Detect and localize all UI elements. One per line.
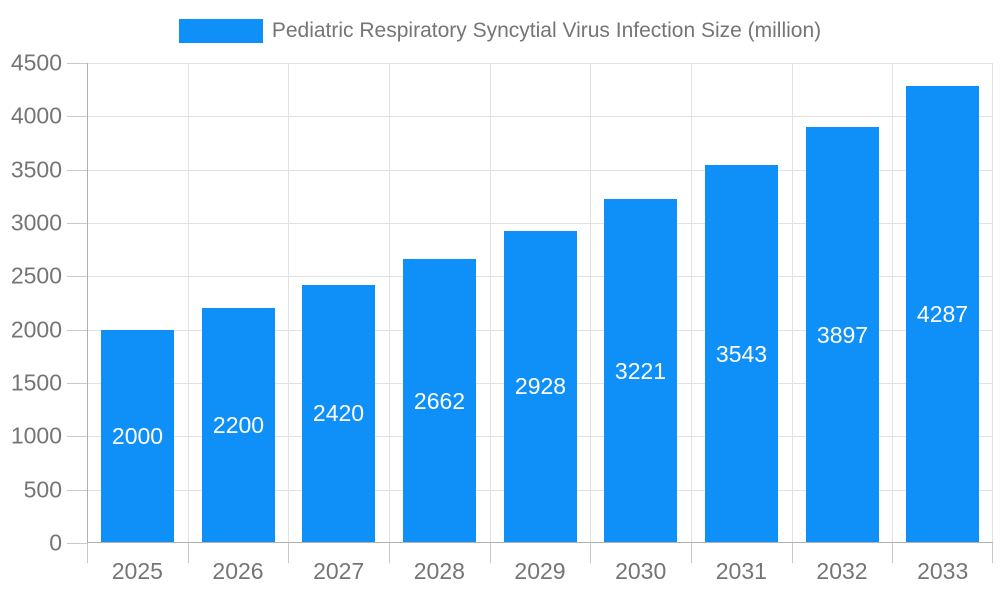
x-axis-label: 2027 bbox=[313, 558, 365, 584]
x-axis-tick bbox=[187, 543, 189, 563]
x-axis-tick bbox=[691, 543, 692, 563]
y-axis-tick bbox=[67, 116, 87, 118]
y-axis-tick bbox=[67, 329, 87, 331]
x-gridline bbox=[489, 63, 491, 543]
y-axis-tick bbox=[67, 383, 87, 384]
x-gridline bbox=[288, 63, 290, 543]
x-axis-label: 2025 bbox=[111, 558, 163, 584]
x-axis-tick bbox=[389, 543, 390, 563]
y-axis-label: 4000 bbox=[10, 102, 62, 129]
bar[interactable]: 3897 bbox=[806, 127, 879, 543]
y-axis-label: 2500 bbox=[10, 262, 62, 289]
bar-value-label: 2928 bbox=[514, 373, 567, 400]
x-axis-label: 2026 bbox=[212, 558, 264, 584]
y-axis-tick bbox=[67, 63, 87, 64]
plot-area: 0 500 1000 1500 2000 2500 3000 3500 4000 4500 2025… bbox=[11, 51, 993, 583]
y-gridline bbox=[87, 169, 993, 171]
bar[interactable]: 2662 bbox=[403, 259, 476, 543]
y-axis-line bbox=[87, 63, 88, 543]
y-axis-tick bbox=[67, 276, 87, 278]
bar-value-label: 4287 bbox=[916, 300, 969, 327]
bar[interactable]: 2200 bbox=[202, 308, 275, 543]
x-axis-line bbox=[87, 542, 993, 543]
x-axis-tick bbox=[992, 543, 993, 563]
x-axis-label: 2032 bbox=[816, 558, 868, 584]
x-axis-tick bbox=[87, 543, 88, 563]
y-axis-label: 500 bbox=[23, 476, 62, 503]
legend-label: Pediatric Respiratory Syncytial Virus In… bbox=[271, 19, 822, 42]
y-gridline bbox=[87, 63, 993, 64]
y-gridline bbox=[87, 223, 993, 224]
x-gridline bbox=[187, 63, 189, 543]
y-axis-label: 3000 bbox=[10, 209, 62, 236]
y-axis-label: 4500 bbox=[10, 49, 62, 76]
bar-value-label: 3221 bbox=[614, 357, 667, 384]
bar[interactable]: 4287 bbox=[906, 85, 979, 543]
x-axis-label: 2028 bbox=[413, 558, 465, 584]
y-axis-label: 2000 bbox=[10, 316, 62, 343]
x-gridline bbox=[892, 63, 894, 543]
bar-value-label: 2200 bbox=[212, 412, 265, 439]
y-axis-label: 1000 bbox=[10, 422, 62, 449]
x-axis-tick bbox=[791, 543, 793, 563]
bar[interactable]: 2928 bbox=[504, 230, 577, 543]
x-gridline bbox=[992, 63, 993, 543]
x-gridline bbox=[791, 63, 793, 543]
x-gridline bbox=[389, 63, 390, 543]
x-axis-label: 2030 bbox=[615, 558, 667, 584]
x-axis-tick bbox=[892, 543, 894, 563]
x-axis-tick bbox=[590, 543, 592, 563]
x-axis-tick bbox=[288, 543, 290, 563]
bar-value-label: 2000 bbox=[111, 422, 164, 449]
bar-value-label: 2662 bbox=[413, 387, 466, 414]
bar[interactable]: 3221 bbox=[604, 199, 677, 543]
y-axis-tick bbox=[67, 436, 87, 438]
bar[interactable]: 3543 bbox=[705, 165, 778, 543]
x-gridline bbox=[691, 63, 692, 543]
x-axis-label: 2031 bbox=[715, 558, 767, 584]
y-axis-label: 0 bbox=[49, 529, 62, 556]
y-axis-tick bbox=[67, 489, 87, 491]
bar-value-label: 3897 bbox=[816, 321, 869, 348]
legend-item[interactable]: Pediatric Respiratory Syncytial Virus In… bbox=[0, 19, 1000, 43]
bar[interactable]: 2420 bbox=[302, 284, 375, 543]
y-axis-label: 3500 bbox=[10, 156, 62, 183]
y-gridline bbox=[87, 116, 993, 118]
x-axis-tick bbox=[489, 543, 491, 563]
x-gridline bbox=[590, 63, 592, 543]
bar[interactable]: 2000 bbox=[101, 329, 174, 543]
y-axis-tick bbox=[67, 169, 87, 171]
x-axis-label: 2029 bbox=[514, 558, 566, 584]
bar-value-label: 2420 bbox=[312, 400, 365, 427]
x-axis-label: 2033 bbox=[917, 558, 969, 584]
y-axis-tick bbox=[67, 223, 87, 224]
y-axis-tick bbox=[67, 543, 87, 544]
legend-swatch-icon bbox=[178, 19, 263, 43]
y-axis-label: 1500 bbox=[10, 369, 62, 396]
bar-value-label: 3543 bbox=[715, 340, 768, 367]
